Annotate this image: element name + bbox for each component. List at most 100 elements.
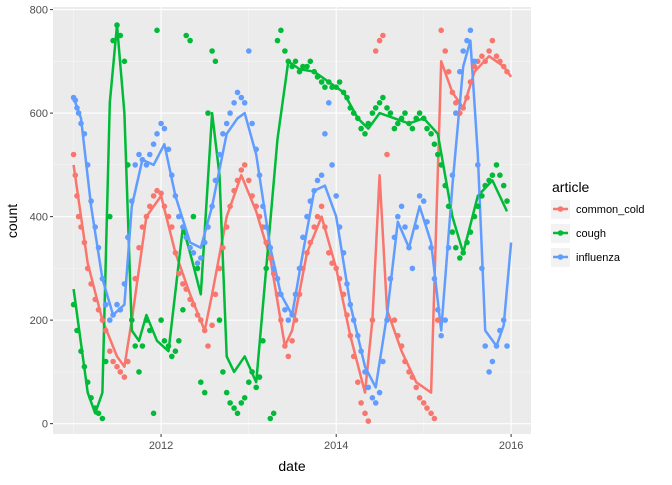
point-cough	[282, 48, 288, 54]
point-influenza	[289, 312, 295, 318]
point-common_cold	[340, 291, 347, 298]
point-common_cold	[190, 301, 197, 308]
point-cough	[340, 89, 347, 96]
point-influenza	[428, 244, 434, 251]
point-common_cold	[384, 151, 390, 158]
point-cough	[380, 94, 386, 101]
point-common_cold	[406, 369, 412, 375]
point-influenza	[209, 203, 215, 210]
point-influenza	[198, 255, 204, 261]
point-common_cold	[172, 250, 179, 256]
axes: 0 200 400 600 800 2012 2014 2016	[30, 5, 524, 452]
point-cough	[292, 58, 299, 65]
point-influenza	[270, 265, 277, 272]
point-common_cold	[125, 358, 131, 365]
point-influenza	[253, 146, 259, 153]
legend-item-cough: cough	[551, 224, 606, 243]
point-cough	[249, 369, 255, 375]
point-influenza	[336, 224, 343, 230]
point-common_cold	[445, 68, 452, 75]
point-influenza	[482, 343, 489, 349]
plot-panel	[53, 7, 531, 434]
point-common_cold	[114, 363, 120, 370]
point-cough	[413, 115, 420, 122]
point-influenza	[376, 389, 383, 396]
point-influenza	[216, 151, 223, 158]
point-influenza	[489, 358, 496, 365]
point-cough	[336, 79, 343, 85]
point-influenza	[263, 224, 270, 230]
point-influenza	[350, 317, 357, 323]
point-common_cold	[117, 369, 124, 375]
y-tick-label: 600	[30, 108, 48, 120]
point-common_cold	[402, 358, 408, 365]
point-cough	[187, 37, 193, 44]
point-common_cold	[347, 332, 354, 339]
point-influenza	[102, 301, 109, 308]
point-common_cold	[380, 32, 386, 39]
point-cough	[234, 410, 241, 417]
point-cough	[102, 358, 109, 365]
point-cough	[296, 68, 303, 75]
point-common_cold	[395, 332, 401, 339]
point-cough	[176, 338, 182, 344]
point-common_cold	[72, 172, 79, 178]
point-common_cold	[227, 203, 233, 210]
point-common_cold	[333, 265, 340, 272]
point-cough	[95, 410, 102, 417]
point-common_cold	[267, 255, 274, 261]
point-common_cold	[216, 265, 223, 272]
point-common_cold	[121, 374, 128, 380]
point-common_cold	[139, 224, 146, 230]
point-influenza	[121, 281, 128, 287]
point-influenza	[475, 162, 481, 168]
legend-item-common_cold: common_cold	[551, 200, 644, 219]
point-influenza	[355, 332, 361, 339]
point-influenza	[72, 97, 79, 103]
point-influenza	[129, 198, 135, 204]
point-cough	[300, 63, 306, 70]
point-influenza	[223, 120, 230, 127]
point-common_cold	[198, 317, 204, 323]
point-cough	[395, 120, 401, 127]
point-common_cold	[282, 343, 288, 349]
point-cough	[449, 229, 456, 235]
point-common_cold	[435, 317, 441, 323]
x-axis-title: date	[278, 458, 305, 474]
point-cough	[435, 151, 441, 158]
point-cough	[194, 265, 201, 272]
point-influenza	[500, 317, 507, 323]
point-cough	[398, 115, 405, 122]
point-cough	[314, 74, 321, 80]
point-influenza	[110, 312, 116, 318]
point-influenza	[285, 317, 292, 323]
point-cough	[165, 343, 172, 349]
point-common_cold	[99, 317, 106, 323]
point-cough	[267, 415, 274, 422]
point-common_cold	[161, 203, 168, 210]
point-cough	[493, 162, 500, 168]
point-influenza	[154, 131, 160, 137]
point-common_cold	[102, 327, 109, 334]
point-cough	[500, 182, 507, 189]
point-common_cold	[322, 224, 328, 230]
point-common_cold	[438, 27, 445, 34]
x-tick-label: 2014	[324, 440, 348, 452]
point-influenza	[406, 244, 412, 251]
point-cough	[482, 182, 489, 189]
point-influenza	[92, 224, 98, 230]
point-cough	[238, 400, 245, 406]
point-influenza	[147, 151, 153, 158]
point-common_cold	[95, 307, 102, 313]
point-common_cold	[307, 239, 314, 246]
point-influenza	[318, 172, 325, 178]
point-common_cold	[329, 260, 335, 267]
point-influenza	[369, 395, 376, 401]
point-common_cold	[464, 94, 470, 101]
point-cough	[136, 369, 142, 375]
point-cough	[216, 317, 223, 323]
point-common_cold	[500, 63, 507, 70]
point-cough	[406, 120, 412, 127]
